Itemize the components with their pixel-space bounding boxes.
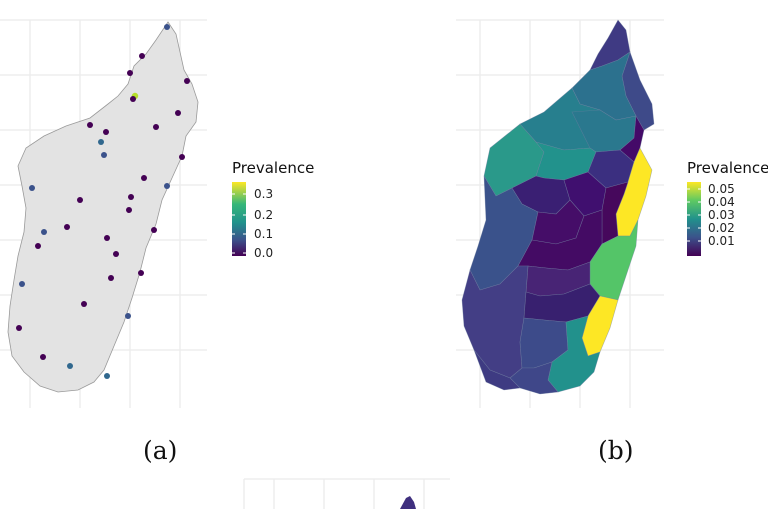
map-c (243, 478, 450, 509)
legend-b-label-0: 0.05 (708, 182, 735, 196)
caption-b: (b) (598, 436, 634, 465)
legend-a-label-2: 0.1 (254, 227, 273, 241)
regions-b (461, 19, 655, 395)
panel-c (240, 470, 460, 509)
graticule-c (243, 478, 450, 509)
legend-a-title: Prevalence (232, 159, 314, 177)
legend-b-title: Prevalence (687, 159, 768, 177)
legend-a-label-3: 0.0 (254, 246, 273, 260)
caption-a: (a) (143, 436, 178, 465)
legend-a: Prevalence 0.3 0.2 0.1 0.0 (232, 159, 314, 260)
survey-points-a (16, 24, 190, 379)
legend-b-colorbar (687, 182, 701, 256)
region-atsimo-atsinanana (547, 315, 601, 393)
legend-b-label-3: 0.02 (708, 221, 735, 235)
region-androy (473, 349, 521, 391)
legend-b: Prevalence 0.05 0.04 0.03 0.02 0.01 (687, 159, 768, 256)
legend-a-colorbar (232, 182, 246, 256)
legend-a-label-1: 0.2 (254, 208, 273, 222)
legend-a-label-0: 0.3 (254, 187, 273, 201)
legend-b-label-1: 0.04 (708, 195, 735, 209)
legend-b-label-4: 0.01 (708, 234, 735, 248)
legend-b-label-2: 0.03 (708, 208, 735, 222)
map-a: Prevalence 0.3 0.2 0.1 0.0 (0, 19, 314, 408)
map-b: Prevalence 0.05 0.04 0.03 0.02 0.01 (456, 19, 768, 408)
panel-a: Prevalence 0.3 0.2 0.1 0.0 (0, 0, 330, 470)
panel-b: Prevalence 0.05 0.04 0.03 0.02 0.01 (440, 0, 768, 470)
map-c-north-tip (400, 496, 416, 509)
madagascar-outline-a (7, 21, 199, 393)
